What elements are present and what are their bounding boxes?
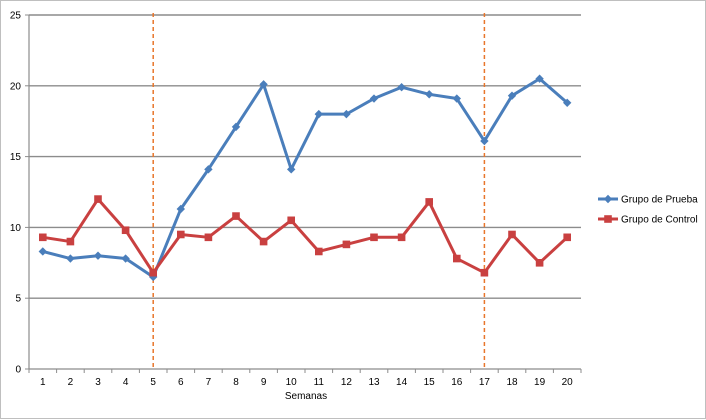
y-tick-label: 0: [15, 365, 21, 376]
x-tick-label: 14: [396, 377, 408, 388]
legend-label: Grupo de Prueba: [621, 195, 698, 206]
data-point: [93, 251, 103, 260]
y-tick-label: 15: [10, 152, 22, 163]
x-tick-label: 3: [95, 377, 101, 388]
data-point: [231, 122, 241, 132]
data-point: [370, 233, 378, 242]
legend-entry: Grupo de Control: [598, 215, 698, 226]
x-tick-label: 20: [562, 377, 574, 388]
x-tick-label: 5: [150, 377, 156, 388]
data-point: [369, 94, 379, 103]
data-point: [507, 91, 517, 100]
y-tick-label: 5: [15, 294, 21, 305]
data-point: [480, 136, 489, 146]
x-tick-label: 17: [479, 377, 491, 388]
data-point: [397, 233, 406, 242]
y-tick-label: 20: [10, 81, 22, 92]
x-tick-label: 11: [314, 377, 325, 388]
data-point: [259, 80, 268, 89]
series-line: [41, 77, 569, 279]
data-point: [480, 268, 489, 277]
data-point: [563, 98, 572, 107]
data-point: [204, 165, 213, 174]
gridlines: [29, 14, 581, 299]
data-point: [204, 233, 213, 242]
data-point: [508, 230, 516, 239]
data-point: [314, 109, 323, 119]
phase-markers: [152, 13, 486, 369]
series-prueba: [38, 74, 572, 282]
data-point: [94, 195, 102, 203]
data-point: [287, 165, 296, 174]
x-tick-label: 13: [368, 377, 380, 388]
legend-label: Grupo de Control: [621, 215, 698, 226]
x-axis-title: Semanas: [285, 391, 327, 402]
x-tick-label: 7: [206, 377, 212, 388]
legend-swatch-marker: [604, 215, 612, 223]
data-point: [149, 268, 157, 277]
data-point: [535, 74, 544, 83]
data-point: [39, 233, 47, 242]
data-point: [287, 216, 295, 225]
x-tick-label: 1: [40, 377, 46, 388]
data-point: [66, 254, 75, 263]
data-point: [453, 254, 461, 263]
data-point: [342, 240, 351, 249]
x-tick-label: 8: [233, 377, 239, 388]
data-point: [425, 198, 433, 206]
series-control: [39, 195, 571, 277]
x-tick-label: 18: [506, 377, 518, 388]
x-tick-label: 4: [123, 377, 129, 388]
data-point: [563, 233, 571, 242]
data-point: [259, 237, 268, 246]
legend-entry: Grupo de Prueba: [598, 195, 698, 206]
data-point: [535, 259, 544, 267]
x-tick-label: 15: [424, 377, 436, 388]
x-tick-label: 10: [286, 377, 298, 388]
data-point: [315, 247, 323, 256]
series: [38, 74, 572, 282]
data-point: [176, 204, 185, 214]
data-point: [425, 90, 434, 99]
legend-swatch-marker: [603, 194, 613, 204]
data-point: [342, 109, 351, 119]
x-tick-label: 12: [341, 377, 353, 388]
x-tick-label: 9: [261, 377, 267, 388]
y-tick-label: 25: [10, 11, 22, 22]
data-point: [452, 94, 461, 103]
x-tick-label: 19: [534, 377, 546, 388]
data-point: [397, 83, 406, 92]
x-tick-label: 16: [451, 377, 463, 388]
x-tick-label: 6: [178, 377, 184, 388]
axes: [25, 14, 582, 373]
data-point: [38, 247, 47, 256]
y-tick-label: 10: [10, 223, 22, 234]
legend: Grupo de Prueba Grupo de Control: [598, 195, 698, 226]
data-point: [66, 237, 75, 246]
data-point: [121, 226, 130, 235]
series-line: [41, 197, 569, 275]
x-tick-label: 2: [68, 377, 74, 388]
data-point: [177, 230, 185, 239]
data-point: [232, 212, 240, 220]
